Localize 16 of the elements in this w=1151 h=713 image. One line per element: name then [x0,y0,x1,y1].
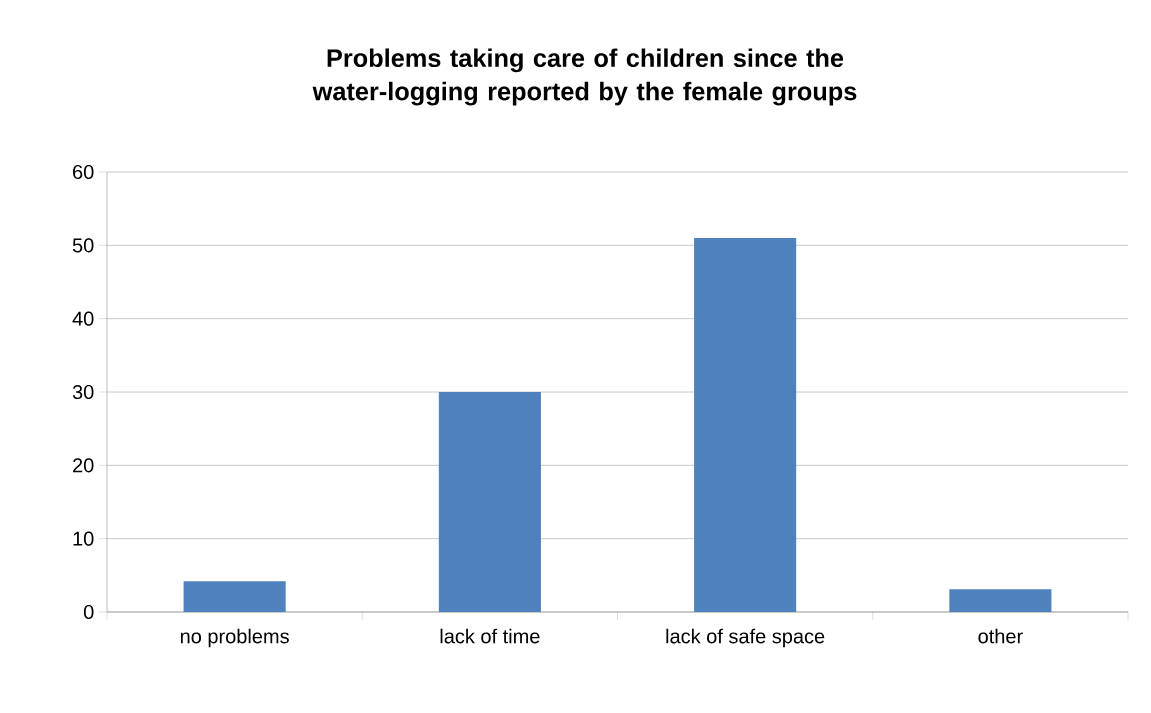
y-tick-label: 30 [72,384,94,400]
x-tick-label: no problems [180,628,289,648]
chart-title: Problems taking care of children since the water-logging reported by the female groups [312,48,857,106]
bar [438,392,541,612]
y-tick-label: 10 [73,531,94,546]
x-tick-label: other [978,628,1023,644]
y-tick-label: 60 [73,164,94,180]
y-tick-label: 20 [73,458,94,473]
y-tick-label: 50 [72,238,94,253]
bar [694,238,797,612]
x-tick-label: lack of time [440,628,540,644]
bar [949,589,1052,612]
bar [183,581,286,612]
y-tick-label: 0 [83,604,94,620]
y-tick-label: 40 [72,311,94,326]
x-tick-label: lack of safe space [666,628,825,648]
